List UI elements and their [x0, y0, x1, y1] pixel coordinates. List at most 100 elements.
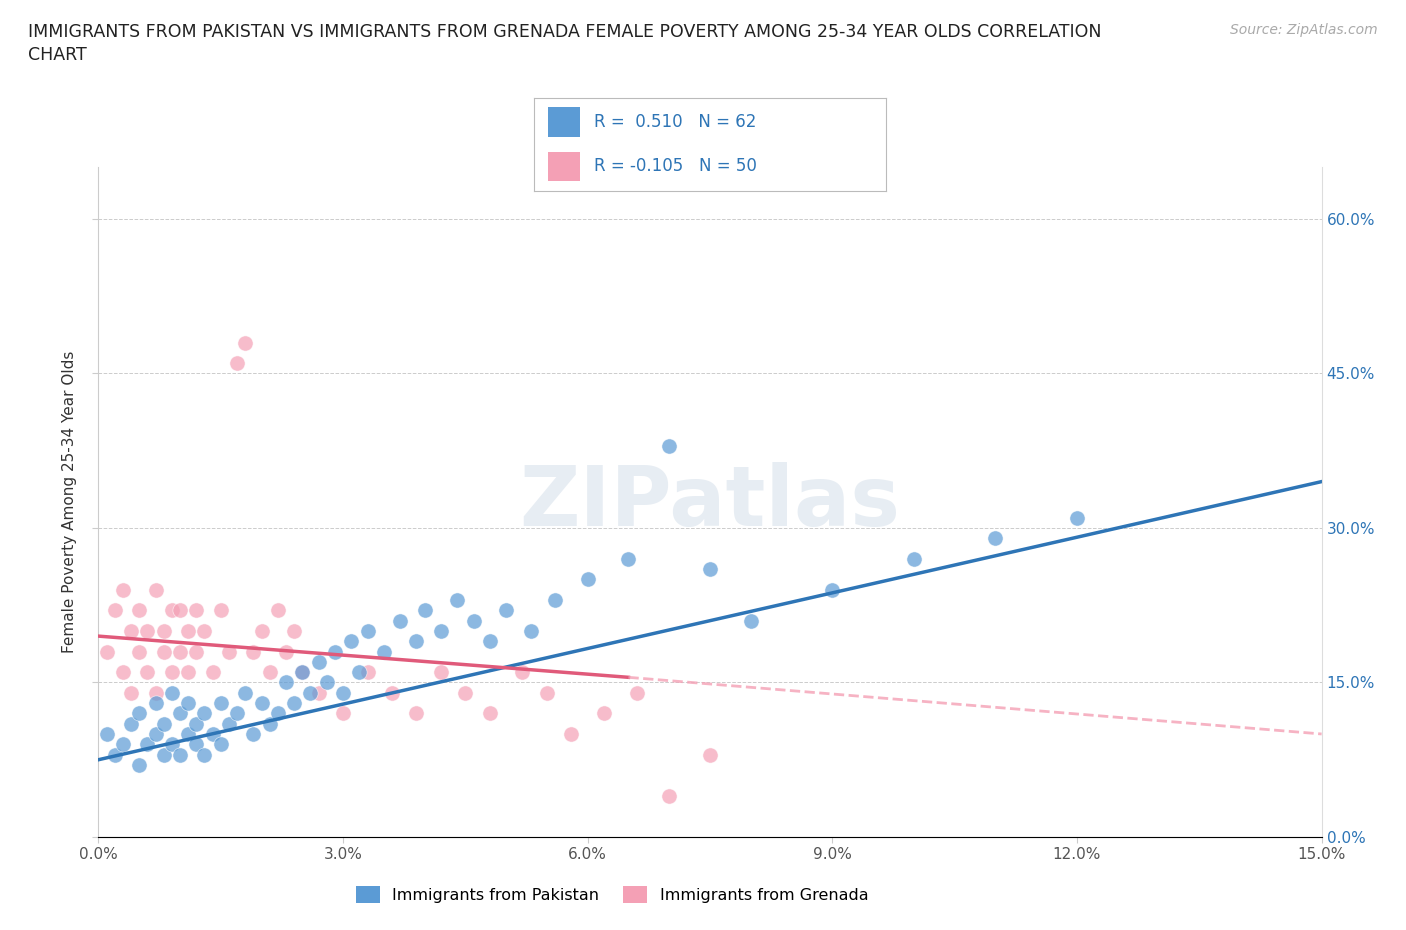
Point: [209, 603, 232, 618]
Point: [903, 551, 925, 566]
Point: [308, 685, 330, 700]
Point: [152, 644, 174, 659]
Text: R = -0.105   N = 50: R = -0.105 N = 50: [593, 157, 756, 176]
Point: [218, 644, 240, 659]
Point: [463, 613, 485, 628]
Point: [259, 716, 281, 731]
Point: [405, 634, 427, 649]
Point: [274, 644, 297, 659]
Point: [136, 623, 159, 638]
Point: [381, 685, 404, 700]
Point: [283, 623, 305, 638]
Point: [984, 531, 1007, 546]
Point: [617, 551, 640, 566]
Point: [430, 665, 453, 680]
Point: [226, 355, 249, 370]
Point: [145, 685, 167, 700]
Point: [1066, 511, 1088, 525]
Point: [128, 757, 150, 772]
Point: [177, 623, 200, 638]
Point: [283, 696, 305, 711]
Point: [413, 603, 436, 618]
Point: [495, 603, 517, 618]
Point: [349, 665, 371, 680]
Point: [323, 644, 346, 659]
Point: [104, 603, 127, 618]
Point: [430, 623, 453, 638]
Point: [136, 737, 159, 751]
Point: [160, 685, 183, 700]
Point: [120, 716, 142, 731]
Point: [193, 623, 215, 638]
Point: [160, 603, 183, 618]
Point: [169, 644, 191, 659]
Point: [218, 716, 240, 731]
Point: [373, 644, 395, 659]
Point: [544, 592, 567, 607]
Point: [96, 726, 118, 741]
Text: ZIPatlas: ZIPatlas: [520, 461, 900, 543]
Point: [593, 706, 616, 721]
Point: [259, 665, 281, 680]
Text: CHART: CHART: [28, 46, 87, 64]
Point: [478, 634, 501, 649]
Point: [145, 726, 167, 741]
Point: [250, 696, 273, 711]
Point: [128, 706, 150, 721]
Bar: [548, 152, 579, 181]
Point: [308, 655, 330, 670]
Point: [340, 634, 363, 649]
Point: [405, 706, 427, 721]
Point: [291, 665, 314, 680]
Legend: Immigrants from Pakistan, Immigrants from Grenada: Immigrants from Pakistan, Immigrants fro…: [349, 880, 875, 910]
Point: [821, 582, 844, 597]
Point: [160, 737, 183, 751]
Point: [193, 706, 215, 721]
Point: [315, 675, 337, 690]
Point: [186, 603, 208, 618]
Point: [128, 603, 150, 618]
Point: [152, 747, 174, 762]
Point: [233, 335, 256, 350]
Point: [454, 685, 477, 700]
Point: [519, 623, 541, 638]
Point: [332, 706, 354, 721]
Point: [356, 665, 378, 680]
Point: [209, 696, 232, 711]
Point: [332, 685, 354, 700]
Point: [169, 603, 191, 618]
Point: [111, 582, 134, 597]
Point: [536, 685, 558, 700]
Point: [626, 685, 648, 700]
Point: [267, 706, 290, 721]
Point: [274, 675, 297, 690]
Point: [299, 685, 322, 700]
Point: [111, 665, 134, 680]
Point: [658, 438, 681, 453]
Y-axis label: Female Poverty Among 25-34 Year Olds: Female Poverty Among 25-34 Year Olds: [62, 351, 77, 654]
Point: [446, 592, 468, 607]
Point: [356, 623, 378, 638]
Point: [389, 613, 412, 628]
Point: [152, 623, 174, 638]
Point: [209, 737, 232, 751]
Point: [177, 665, 200, 680]
Point: [242, 726, 264, 741]
Point: [111, 737, 134, 751]
Point: [740, 613, 762, 628]
Point: [512, 665, 534, 680]
Point: [193, 747, 215, 762]
Point: [120, 685, 142, 700]
Point: [186, 737, 208, 751]
Point: [96, 644, 118, 659]
Point: [201, 726, 224, 741]
Point: [560, 726, 582, 741]
Point: [186, 644, 208, 659]
Point: [699, 562, 721, 577]
Text: IMMIGRANTS FROM PAKISTAN VS IMMIGRANTS FROM GRENADA FEMALE POVERTY AMONG 25-34 Y: IMMIGRANTS FROM PAKISTAN VS IMMIGRANTS F…: [28, 23, 1102, 41]
Bar: [548, 107, 579, 137]
Text: R =  0.510   N = 62: R = 0.510 N = 62: [593, 113, 756, 131]
Point: [145, 696, 167, 711]
Point: [576, 572, 599, 587]
Point: [242, 644, 264, 659]
